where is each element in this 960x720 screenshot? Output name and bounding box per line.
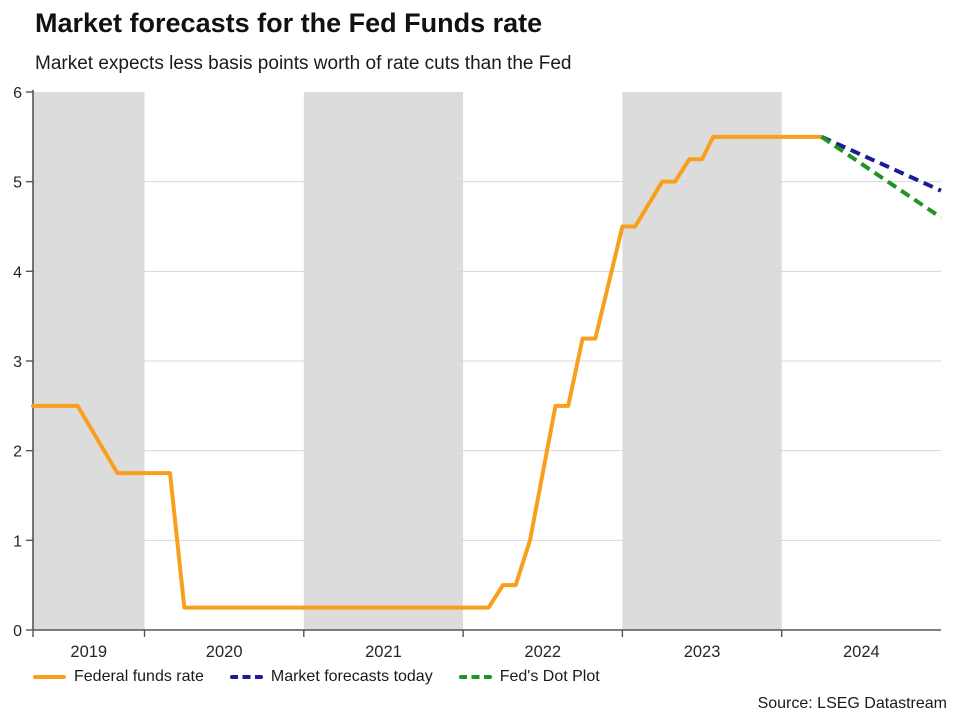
- legend-label: Federal funds rate: [74, 668, 204, 685]
- legend-label: Fed's Dot Plot: [499, 668, 600, 685]
- x-tick-label: 2024: [843, 643, 880, 661]
- market-forecasts-swatch: [229, 675, 263, 679]
- y-tick-label: 0: [13, 623, 22, 640]
- chart-legend: Federal funds rate Market forecasts toda…: [33, 668, 600, 686]
- x-tick-label: 2021: [365, 643, 402, 661]
- federal-funds-rate-swatch: [33, 675, 66, 679]
- y-tick-label: 5: [13, 175, 22, 192]
- dot-plot-swatch: [458, 675, 492, 679]
- y-tick-label: 1: [13, 533, 22, 550]
- x-tick-label: 2022: [524, 643, 561, 661]
- y-tick-label: 3: [13, 354, 22, 371]
- dot-plot-line: [820, 135, 943, 220]
- market-forecast-line: [820, 135, 942, 193]
- legend-label: Market forecasts today: [270, 668, 433, 685]
- y-tick-label: 2: [13, 444, 22, 461]
- x-tick-label: 2020: [206, 643, 243, 661]
- y-tick-label: 4: [13, 264, 22, 281]
- chart-title: Market forecasts for the Fed Funds rate: [35, 8, 543, 38]
- legend-item-feds-dot-plot: Fed's Dot Plot: [458, 668, 600, 686]
- legend-item-market-forecasts-today: Market forecasts today: [229, 668, 433, 686]
- y-tick-label: 6: [13, 85, 22, 102]
- chart-subtitle: Market expects less basis points worth o…: [35, 53, 572, 74]
- x-tick-label: 2023: [684, 643, 721, 661]
- legend-item-federal-funds-rate: Federal funds rate: [33, 668, 204, 686]
- x-tick-label: 2019: [70, 643, 107, 661]
- federal-funds-line: [31, 134, 824, 610]
- source-attribution: Source: LSEG Datastream: [757, 695, 947, 712]
